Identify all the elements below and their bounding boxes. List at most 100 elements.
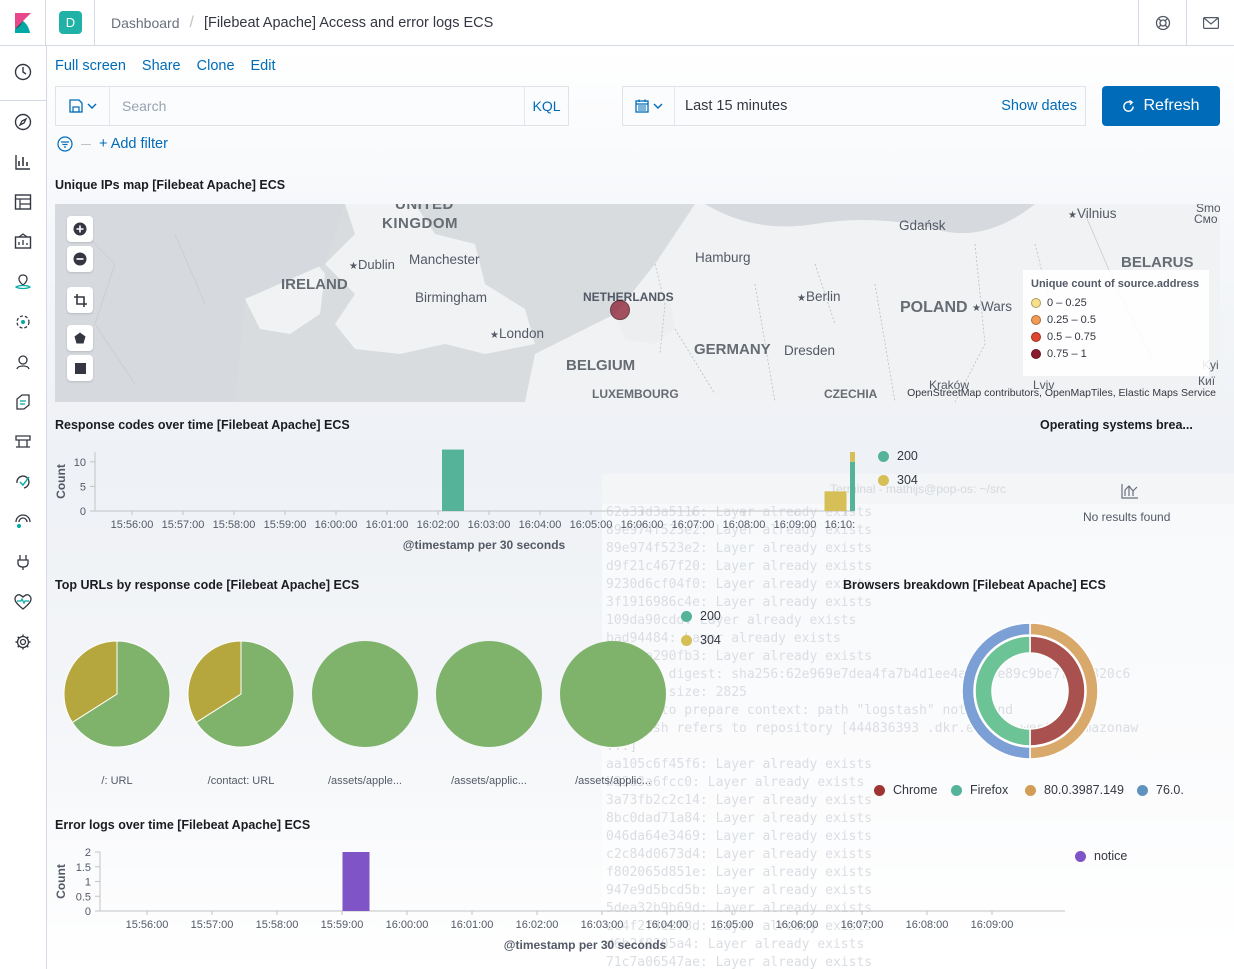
x-tick-label: 15:57:00 (191, 919, 234, 931)
management-icon[interactable] (12, 631, 34, 653)
pie-slice-200[interactable] (312, 641, 418, 747)
newsfeed-button[interactable] (1186, 0, 1234, 46)
plus-icon (73, 222, 87, 236)
draw-bounds-button[interactable] (67, 355, 93, 381)
x-tick-label: 16:02:00 (516, 919, 559, 931)
maps-icon[interactable] (12, 271, 34, 293)
kibana-logo[interactable] (0, 0, 46, 46)
legend-chrome[interactable]: Chrome (874, 783, 937, 797)
apm-icon[interactable] (12, 471, 34, 493)
pie-slice-200[interactable] (71, 640, 171, 748)
dashboard-icon[interactable] (12, 191, 34, 213)
add-filter-button[interactable]: + Add filter (99, 136, 168, 152)
bar-200[interactable] (850, 461, 855, 511)
top-urls-pies (63, 640, 666, 748)
search-input[interactable]: Search (122, 98, 167, 114)
x-tick-label: 15:56:00 (126, 919, 169, 931)
legend-200[interactable]: 200 (681, 609, 721, 623)
bar-notice[interactable] (342, 852, 370, 911)
x-tick-label: 16:08:00 (723, 519, 766, 531)
pie-slice-200[interactable] (560, 641, 666, 747)
pie-slice-200[interactable] (436, 641, 542, 747)
square-icon (74, 362, 86, 374)
y-axis-label: Count (55, 864, 68, 899)
x-tick-label: 16:03:00 (468, 519, 511, 531)
error-logs-chart: Count 0 0.5 1 1.5 2 15:56:00 15:57:00 15:58:00 15… (55, 847, 1065, 952)
share-link[interactable]: Share (141, 58, 181, 74)
terminal-line: 71c7a06547ae: Layer already exists (606, 955, 873, 969)
map-data-point[interactable] (610, 300, 630, 320)
ml-icon[interactable] (12, 311, 34, 333)
bar-304[interactable] (824, 491, 847, 511)
terminal-line: c2c84d0673d4: Layer already exists (606, 847, 873, 862)
draw-polygon-button[interactable] (67, 325, 93, 351)
help-icon (1155, 15, 1170, 31)
legend-chrome-version[interactable]: 80.0.3987.149 (1025, 783, 1124, 797)
discover-icon[interactable] (12, 111, 34, 133)
terminal-line: 109da90cdd: Layer already exists (606, 613, 857, 628)
siem-icon[interactable] (12, 351, 34, 373)
help-button[interactable] (1138, 0, 1186, 46)
zoom-in-button[interactable] (67, 216, 93, 242)
full-screen-link[interactable]: Full screen (55, 58, 126, 74)
terminal-line: 947e9d5bcd5b: Layer already exists (606, 883, 873, 898)
filter-options-icon[interactable] (57, 136, 73, 152)
map-label-london: ★London (490, 326, 545, 341)
legend-firefox-version[interactable]: 76.0. (1137, 783, 1184, 797)
unique-ips-map[interactable]: UNITED KINGDOM IRELAND ★Dublin Mancheste… (55, 204, 1220, 402)
pie-slice-200[interactable] (195, 640, 295, 748)
browsers-donut (961, 622, 1099, 760)
fit-bounds-button[interactable] (67, 287, 93, 313)
map-label-lviv: Lviv (1033, 378, 1055, 392)
dev-tools-icon[interactable] (12, 551, 34, 573)
dashboard-main: Full screen Share Clone Edit Search KQL … (47, 46, 1234, 969)
breadcrumb-dashboard[interactable]: Dashboard (111, 14, 180, 31)
y-tick-label: 5 (80, 481, 86, 493)
date-range-text[interactable]: Last 15 minutes (685, 98, 788, 114)
recently-viewed-icon[interactable] (12, 61, 34, 83)
minus-icon (73, 252, 87, 266)
donut-inner-Firefox[interactable] (974, 635, 1031, 747)
legend-notice[interactable]: notice (1075, 849, 1127, 863)
terminal-line: ...] (606, 739, 638, 754)
edit-link[interactable]: Edit (250, 58, 276, 74)
space-avatar[interactable]: D (59, 11, 82, 34)
legend-firefox[interactable]: Firefox (951, 783, 1008, 797)
quick-select-button[interactable] (623, 87, 675, 125)
error-logs-title: Error logs over time [Filebeat Apache] E… (55, 818, 311, 832)
kql-toggle[interactable]: KQL (524, 87, 568, 125)
map-attribution[interactable]: OpenStreetMap contributors, OpenMapTiles… (907, 387, 1216, 399)
visualize-icon[interactable] (12, 151, 34, 173)
pie-slice-304[interactable] (63, 640, 118, 724)
top-header: D Dashboard / [Filebeat Apache] Access a… (0, 0, 1234, 46)
x-tick-label: 16:08:00 (906, 919, 949, 931)
map-label-berlin: ★Berlin (797, 289, 841, 304)
header-divider (94, 0, 95, 46)
map-label-smo2: Smo (1196, 204, 1220, 215)
y-axis-label: Count (55, 464, 68, 499)
legend-304[interactable]: 304 (681, 633, 721, 647)
legend-304[interactable]: 304 (878, 473, 918, 487)
breadcrumb-separator: / (189, 13, 194, 31)
map-label-birmingham: Birmingham (415, 290, 488, 305)
refresh-button[interactable]: Refresh (1102, 86, 1220, 126)
legend-200[interactable]: 200 (878, 449, 918, 463)
terminal-line: 89e974f523e2: Layer already exists (606, 523, 873, 538)
uptime-icon[interactable] (12, 511, 34, 533)
monitoring-icon[interactable] (12, 591, 34, 613)
mail-icon (1202, 17, 1219, 29)
donut-outer-76-0-[interactable] (961, 622, 1031, 760)
y-tick-label: 0 (85, 906, 91, 918)
bar-200[interactable] (442, 449, 464, 511)
show-dates-link[interactable]: Show dates (1001, 98, 1077, 114)
pie-slice-304[interactable] (187, 640, 242, 724)
clone-link[interactable]: Clone (196, 58, 235, 74)
terminal-line: d9f21c467f20: Layer already exists (606, 559, 873, 574)
canvas-icon[interactable] (12, 231, 34, 253)
logs-icon[interactable] (12, 391, 34, 413)
pie (560, 641, 666, 747)
saved-query-button[interactable] (56, 87, 110, 125)
zoom-out-button[interactable] (67, 246, 93, 272)
bar-304[interactable] (850, 452, 855, 462)
infrastructure-icon[interactable] (12, 431, 34, 453)
